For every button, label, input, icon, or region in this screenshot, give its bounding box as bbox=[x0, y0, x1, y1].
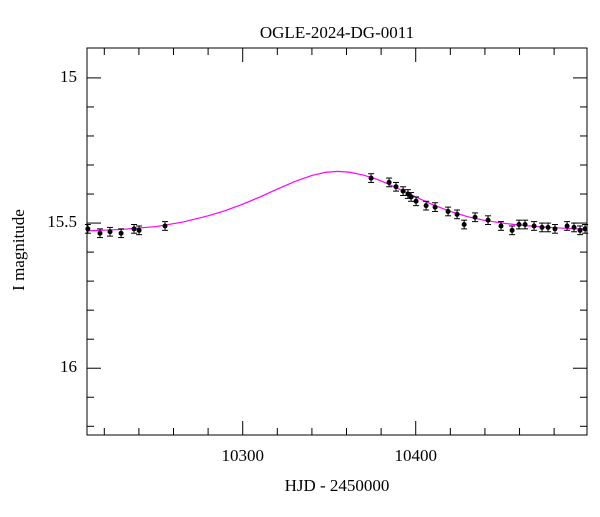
data-point bbox=[400, 188, 406, 194]
data-point bbox=[368, 175, 374, 181]
data-point bbox=[413, 198, 419, 204]
x-tick-label: 10300 bbox=[221, 446, 264, 465]
data-point bbox=[509, 227, 515, 233]
data-point bbox=[432, 204, 438, 210]
data-point bbox=[423, 203, 429, 209]
y-tick-label: 15 bbox=[60, 67, 77, 86]
y-tick-label: 15.5 bbox=[47, 212, 77, 231]
data-point bbox=[131, 226, 137, 232]
data-point bbox=[445, 208, 451, 214]
data-point bbox=[522, 222, 528, 228]
data-point bbox=[136, 227, 142, 233]
data-point bbox=[552, 226, 558, 232]
data-point bbox=[539, 224, 545, 230]
y-tick-label: 16 bbox=[60, 357, 77, 376]
data-point bbox=[498, 223, 504, 229]
data-point bbox=[85, 226, 91, 232]
data-point bbox=[393, 184, 399, 190]
data-point bbox=[386, 179, 392, 185]
data-point bbox=[531, 223, 537, 229]
data-point bbox=[545, 224, 551, 230]
model-curve bbox=[86, 170, 588, 232]
data-point bbox=[162, 223, 168, 229]
x-axis-label: HJD - 2450000 bbox=[285, 476, 390, 495]
data-point bbox=[571, 224, 577, 230]
data-point bbox=[118, 230, 124, 236]
plot-frame bbox=[86, 47, 588, 436]
data-point bbox=[97, 230, 103, 236]
data-point bbox=[408, 194, 414, 200]
data-point bbox=[454, 211, 460, 217]
data-point bbox=[577, 227, 583, 233]
data-point bbox=[564, 223, 570, 229]
data-point bbox=[485, 217, 491, 223]
data-point bbox=[461, 222, 467, 228]
data-point bbox=[582, 226, 588, 232]
x-tick-label: 10400 bbox=[394, 446, 437, 465]
y-axis-label: I magnitude bbox=[9, 209, 28, 291]
data-point bbox=[516, 222, 522, 228]
data-point bbox=[472, 214, 478, 220]
data-point bbox=[107, 229, 113, 235]
chart-title: OGLE-2024-DG-0011 bbox=[260, 23, 414, 42]
